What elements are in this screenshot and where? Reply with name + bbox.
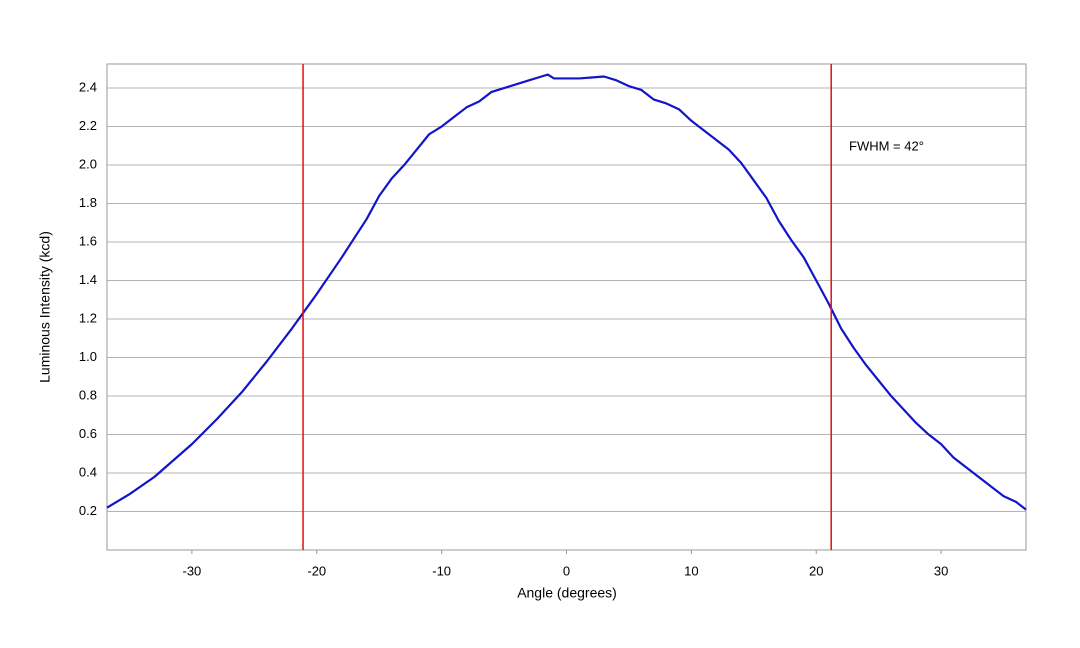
y-tick-label: 2.4 <box>79 79 97 94</box>
y-tick-label: 0.4 <box>79 464 97 479</box>
y-tick-label: 1.0 <box>79 349 97 364</box>
x-tick-label: -30 <box>183 563 202 578</box>
x-tick-label: 10 <box>684 563 698 578</box>
x-tick-label: 0 <box>563 563 570 578</box>
y-tick-label: 0.8 <box>79 387 97 402</box>
x-tick-label: -10 <box>432 563 451 578</box>
x-tick-label: -20 <box>307 563 326 578</box>
y-axis-label: Luminous Intensity (kcd) <box>37 231 53 383</box>
y-tick-label: 2.2 <box>79 118 97 133</box>
x-tick-label: 30 <box>934 563 948 578</box>
y-tick-label: 2.0 <box>79 156 97 171</box>
y-tick-label: 1.4 <box>79 272 97 287</box>
x-axis-label: Angle (degrees) <box>517 585 617 601</box>
annotation: FWHM = 42° <box>849 138 924 153</box>
plot-frame <box>106 63 1027 551</box>
y-tick-label: 0.6 <box>79 426 97 441</box>
data-line <box>106 73 1027 511</box>
y-tick-label: 1.2 <box>79 310 97 325</box>
y-tick-label: 1.6 <box>79 233 97 248</box>
x-tick-label: 20 <box>809 563 823 578</box>
y-tick-label: 0.2 <box>79 503 97 518</box>
y-tick-label: 1.8 <box>79 195 97 210</box>
